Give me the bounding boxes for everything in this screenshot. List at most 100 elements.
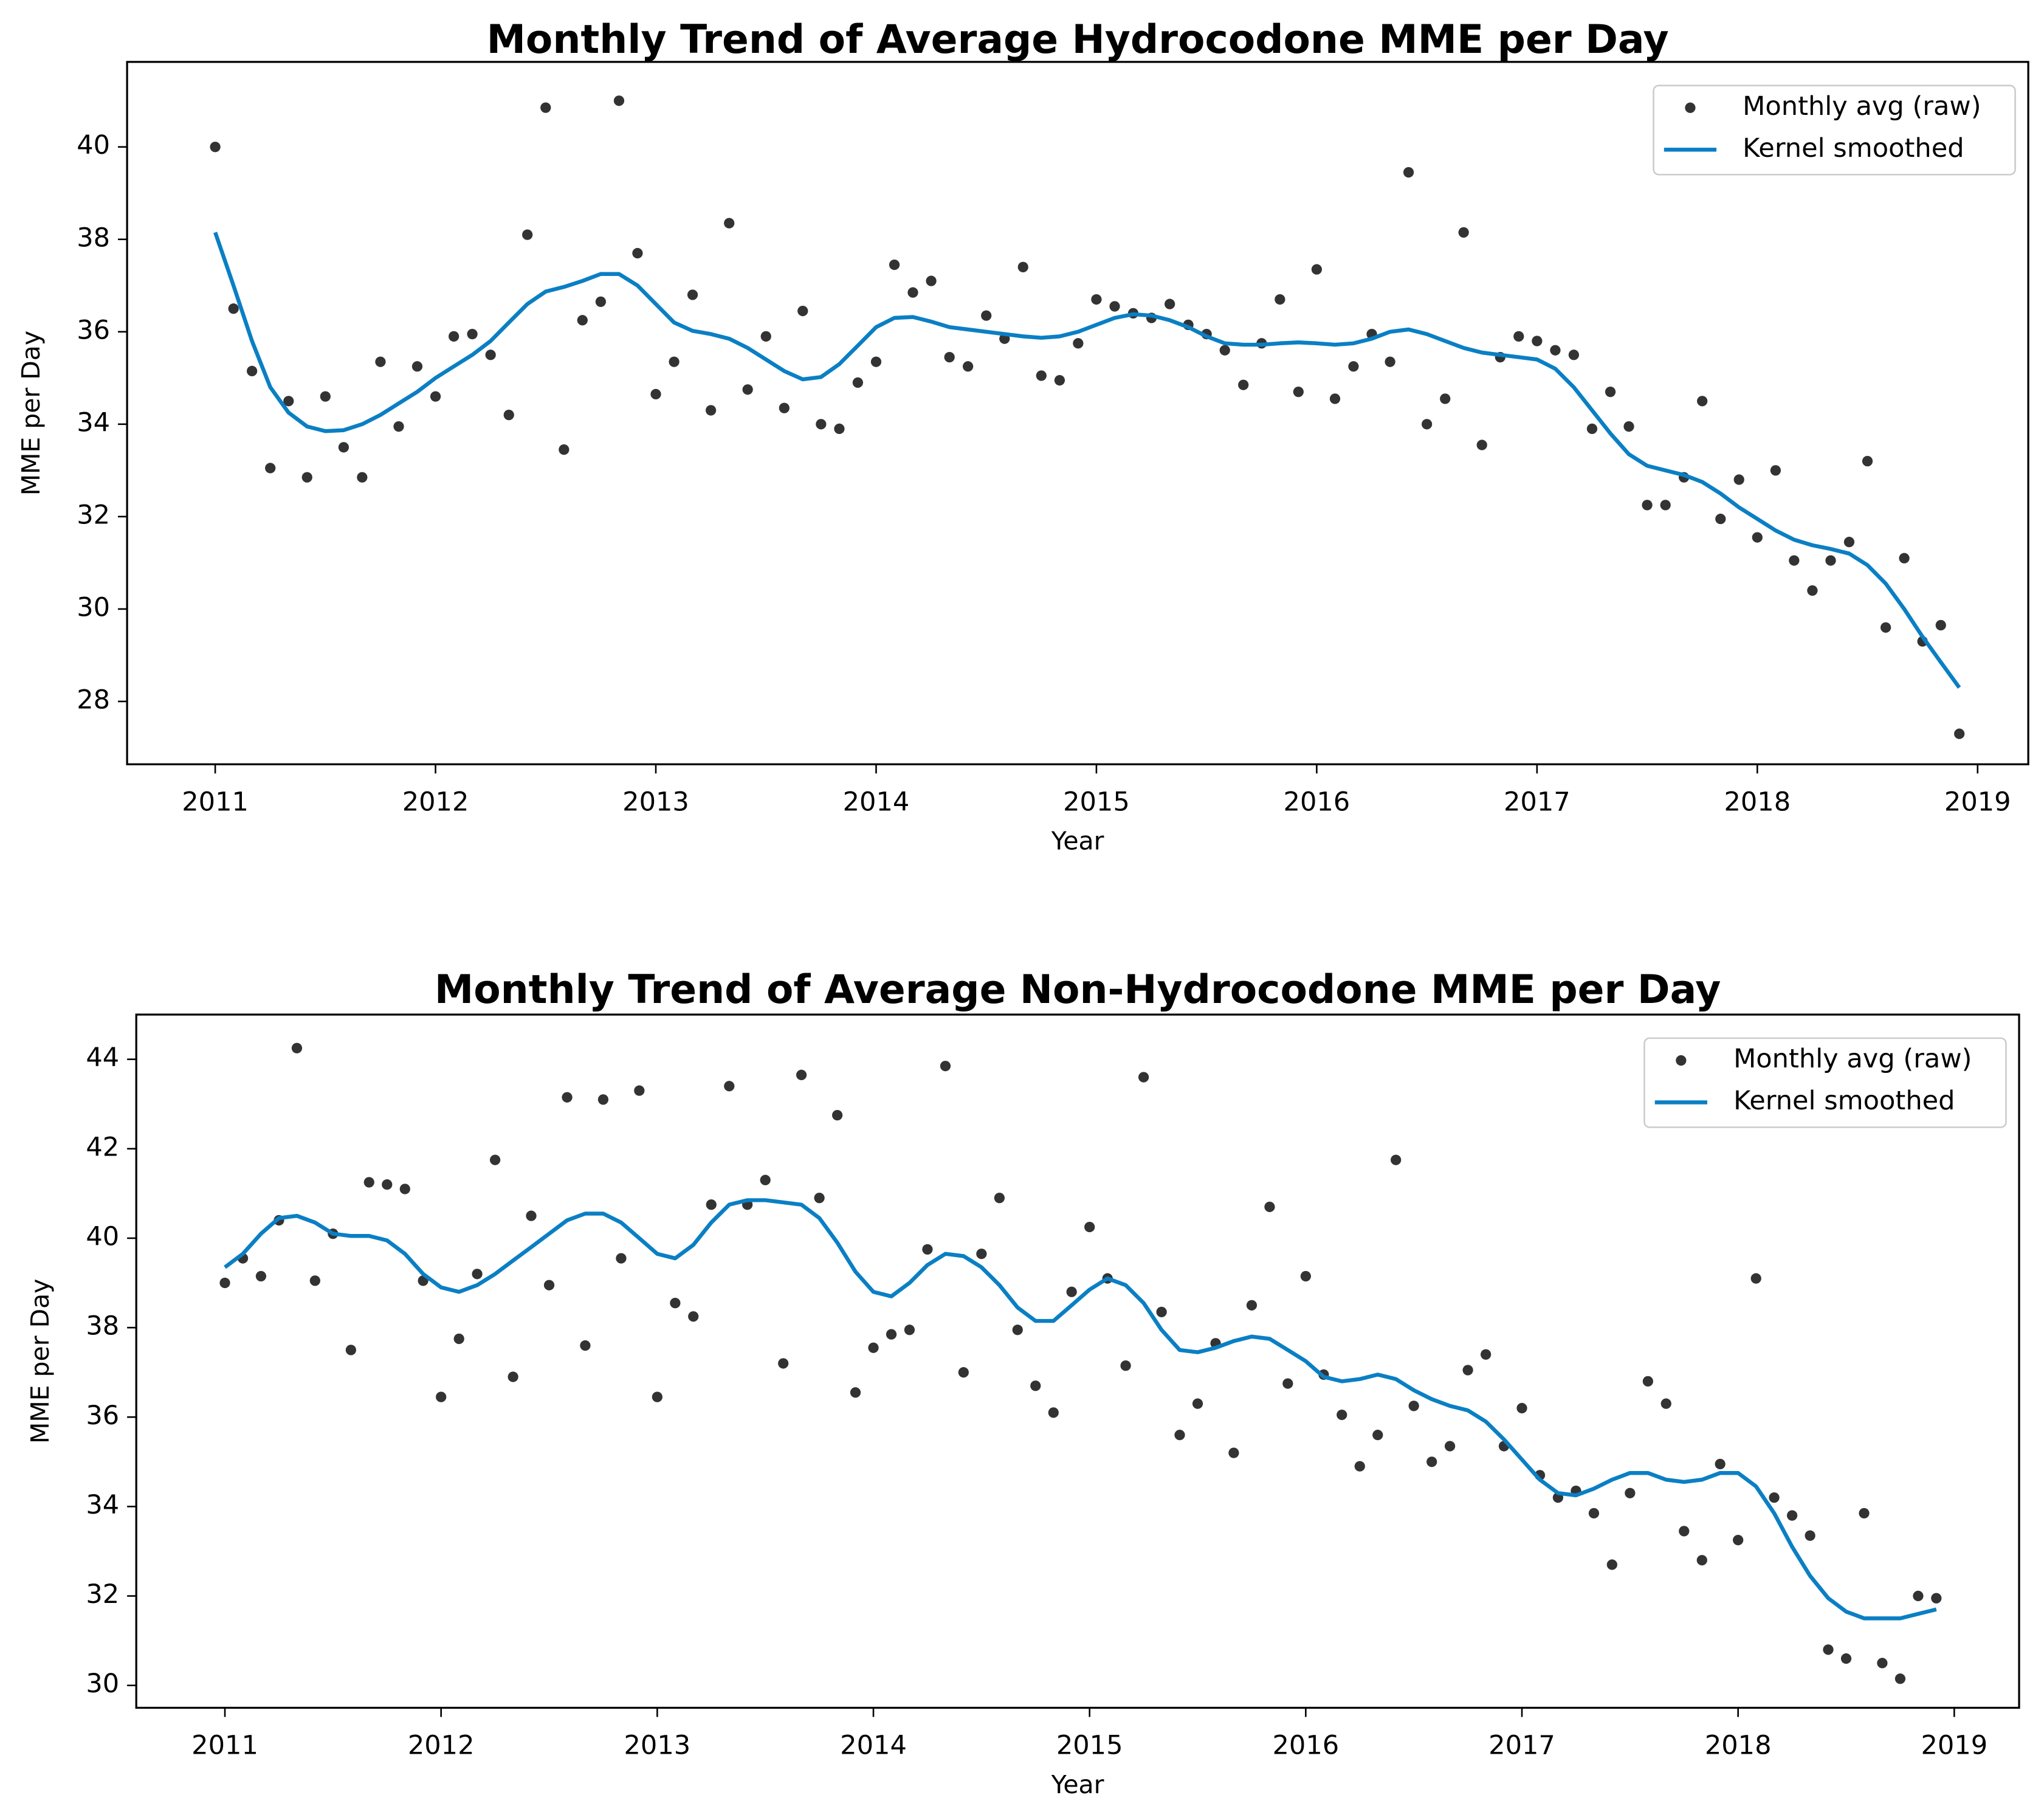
data-point (1329, 393, 1341, 404)
data-point (922, 1244, 933, 1255)
data-point (489, 1154, 501, 1165)
data-point (944, 351, 955, 363)
x-tick-label: 2014 (843, 787, 910, 818)
data-point (1165, 298, 1175, 309)
data-point (375, 356, 386, 367)
data-point (467, 328, 478, 340)
data-point (1715, 1458, 1726, 1470)
data-point (1588, 1508, 1600, 1519)
data-point (958, 1367, 969, 1378)
data-point (831, 1110, 843, 1121)
data-point (1017, 261, 1028, 272)
data-point (1391, 1154, 1402, 1165)
data-point (1311, 264, 1323, 275)
data-point (1036, 370, 1047, 381)
data-point (886, 1329, 897, 1340)
y-tick-label: 40 (77, 130, 110, 160)
data-point (411, 361, 423, 372)
data-point (688, 1311, 699, 1322)
data-point (1012, 1325, 1023, 1335)
data-point (1532, 336, 1543, 346)
data-point (889, 259, 900, 270)
data-point (1550, 345, 1561, 356)
data-point (522, 229, 533, 240)
data-point (981, 310, 992, 321)
y-tick-label: 28 (77, 684, 110, 715)
data-point (1403, 167, 1414, 178)
data-point (687, 289, 698, 300)
data-point (562, 1092, 573, 1103)
data-point (1825, 555, 1836, 566)
plot-frame (126, 61, 2029, 765)
data-point (1293, 386, 1304, 398)
plot-frame (135, 1013, 2020, 1709)
data-point (382, 1179, 393, 1190)
data-point (1030, 1380, 1041, 1391)
data-point (616, 1253, 627, 1264)
data-point (1789, 555, 1800, 566)
data-point (1458, 227, 1469, 238)
legend-label: Kernel smoothed (1733, 1086, 1955, 1116)
data-point (1769, 1492, 1780, 1503)
y-tick-label: 36 (86, 1401, 119, 1431)
smoothed-line (213, 232, 1961, 689)
data-point (1440, 393, 1451, 404)
y-tick-label: 40 (86, 1221, 119, 1252)
data-point (1516, 1402, 1527, 1414)
data-point (472, 1269, 483, 1280)
data-point (503, 410, 514, 421)
y-tick-label: 36 (77, 315, 110, 345)
data-point (1421, 419, 1433, 430)
x-tick-label: 2019 (1944, 787, 2011, 818)
legend-label: Monthly avg (raw) (1733, 1044, 1972, 1074)
data-point (1120, 1360, 1131, 1371)
y-tick-label: 38 (86, 1311, 119, 1342)
data-point (543, 1280, 555, 1290)
data-point (1246, 1300, 1258, 1311)
data-point (1408, 1401, 1419, 1411)
data-point (1931, 1593, 1942, 1604)
x-tick-label: 2019 (1921, 1731, 1987, 1761)
data-point (580, 1340, 591, 1351)
data-point (1513, 331, 1524, 342)
data-point (976, 1249, 987, 1259)
data-point (1877, 1658, 1888, 1669)
data-point (1840, 1653, 1852, 1664)
data-point (1054, 374, 1065, 386)
x-tick-label: 2015 (1063, 787, 1130, 818)
data-point (1605, 386, 1616, 398)
y-tick-label: 30 (86, 1669, 119, 1699)
data-point (247, 365, 258, 377)
data-point (1843, 537, 1855, 548)
data-point (852, 377, 864, 388)
data-point (962, 361, 974, 372)
x-tick-label: 2012 (408, 1731, 475, 1761)
data-point (1073, 338, 1084, 349)
x-tick-label: 2011 (191, 1731, 258, 1761)
data-point (1091, 294, 1102, 305)
y-tick-label: 44 (86, 1042, 119, 1073)
data-point (760, 1174, 771, 1185)
chart: Monthly Trend of Average Hydrocodone MME… (16, 17, 2029, 856)
data-point (1275, 294, 1285, 305)
data-point (357, 472, 368, 483)
x-tick-label: 2018 (1705, 1731, 1772, 1761)
x-tick-label: 2017 (1488, 1731, 1555, 1761)
y-tick-label: 32 (86, 1579, 119, 1610)
data-point (926, 275, 937, 286)
data-point (597, 1094, 609, 1105)
data-point (1109, 301, 1120, 312)
data-point (816, 419, 827, 430)
legend: Monthly avg (raw) Kernel smoothed (1653, 84, 2016, 176)
data-point (907, 287, 918, 298)
y-axis-label: MME per Day (26, 1279, 55, 1444)
data-point (1660, 1398, 1671, 1409)
data-point (1426, 1456, 1437, 1467)
data-point (219, 1277, 230, 1289)
data-point (1880, 622, 1891, 633)
data-point (1899, 553, 1910, 563)
data-point (1786, 1510, 1798, 1521)
data-point (1770, 465, 1781, 476)
data-point (779, 402, 790, 413)
